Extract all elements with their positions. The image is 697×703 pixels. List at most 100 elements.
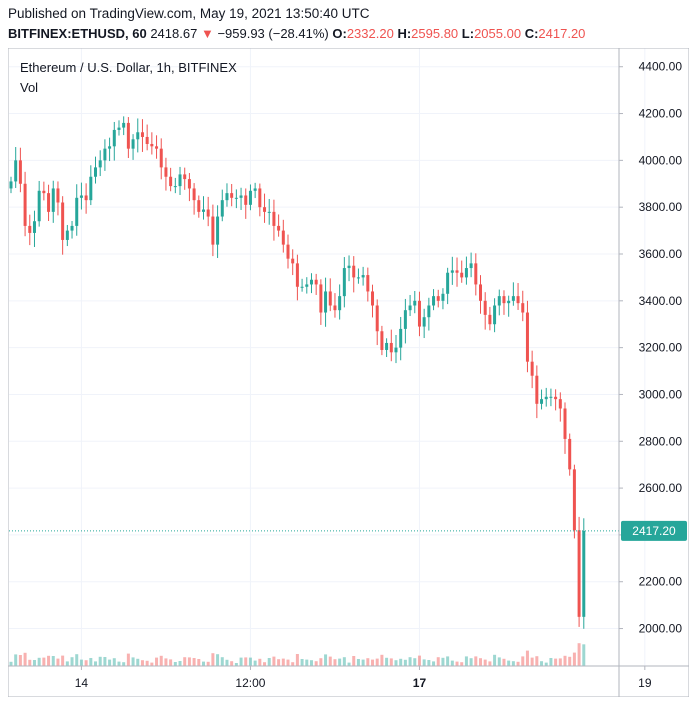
candle-body <box>122 122 126 128</box>
candle-body <box>394 347 398 353</box>
price-axis[interactable]: 4400.00 4200.00 4000.00 3800.00 3600.00 3400.… <box>619 60 682 636</box>
volume-bar <box>375 658 379 666</box>
candle-body <box>145 136 149 144</box>
volume-bar <box>65 661 69 666</box>
price-tick-label: 3800.00 <box>639 200 683 214</box>
volume-bar <box>544 662 548 666</box>
volume-bar <box>164 658 168 666</box>
volume-bar <box>483 659 487 666</box>
candle-body <box>399 328 403 348</box>
candle-body <box>94 167 98 177</box>
volume-bar <box>352 656 356 666</box>
volume-bar <box>371 659 375 666</box>
chart-header: Published on TradingView.com, May 19, 20… <box>0 0 697 48</box>
candle-body <box>155 146 159 149</box>
volume-bar <box>51 656 55 666</box>
price-tag-label: 2417.20 <box>632 524 676 538</box>
volume-bar <box>281 658 285 666</box>
candle-body <box>14 160 18 182</box>
volume-bar <box>474 656 478 666</box>
candle-body <box>314 279 318 285</box>
legend-vol: Vol <box>20 80 38 95</box>
candle-body <box>75 197 79 226</box>
candle-body <box>103 148 107 161</box>
candle-body <box>582 530 586 617</box>
time-axis[interactable]: 14 12:00 17 19 <box>75 666 652 690</box>
close-label: C: <box>524 26 539 41</box>
candle-body <box>544 396 548 400</box>
volume-bar <box>535 656 539 666</box>
candle-body <box>51 188 55 212</box>
volume-bar <box>248 657 252 666</box>
candle-body <box>117 127 121 130</box>
candle-body <box>28 225 32 233</box>
candle-body <box>169 176 173 187</box>
volume-bar <box>356 659 360 666</box>
volume-bar <box>216 654 220 666</box>
candle-body <box>450 270 454 273</box>
volume-bar <box>206 661 210 666</box>
volume-bar <box>23 652 27 666</box>
volume-bar <box>563 655 567 666</box>
volume-bar <box>488 661 492 666</box>
candle-body <box>37 190 41 222</box>
candle-body <box>32 221 36 233</box>
candle-body <box>563 408 567 439</box>
volume-bar <box>178 661 182 666</box>
candlestick-chart[interactable]: 4400.00 4200.00 4000.00 3800.00 3600.00 3400.… <box>7 47 690 698</box>
volume-bar <box>239 657 243 666</box>
candle-body <box>479 284 482 301</box>
published-caption: Published on TradingView.com, May 19, 20… <box>8 6 370 21</box>
price-tick-label: 3200.00 <box>639 341 683 355</box>
volume-bar <box>446 656 450 666</box>
candle-body <box>525 312 529 362</box>
volume-bar <box>436 657 440 666</box>
volume-bar <box>530 657 534 666</box>
open-label: O: <box>332 26 347 41</box>
volume-bar <box>328 656 332 666</box>
volume-bar <box>366 658 370 666</box>
candle-body <box>197 200 201 212</box>
volume-bar <box>305 659 309 666</box>
volume-bar <box>84 660 88 666</box>
volume-bar <box>549 658 553 666</box>
price-tick-label: 3600.00 <box>639 247 683 261</box>
volume-bar <box>286 659 290 666</box>
volume-bar <box>568 656 572 666</box>
volume-bar <box>197 659 201 666</box>
time-tick-label: 19 <box>638 676 652 690</box>
candle-body <box>516 296 520 304</box>
candle-body <box>375 305 379 332</box>
volume-bar <box>183 657 187 666</box>
candle-body <box>413 300 417 306</box>
volume-bar <box>150 662 154 666</box>
volume-bar <box>98 656 102 666</box>
low-value: 2055.00 <box>474 26 522 41</box>
volume-bar <box>507 660 511 666</box>
volume-bar <box>511 661 515 666</box>
candle-body <box>281 230 285 245</box>
candle-body <box>159 148 163 168</box>
candle-body <box>286 244 290 259</box>
candle-body <box>23 183 27 226</box>
candle-body <box>549 396 553 398</box>
candle-body <box>432 296 436 306</box>
volume-bar <box>399 658 403 666</box>
candle-body <box>187 179 191 189</box>
price-tick-label: 4400.00 <box>639 60 683 74</box>
candle-body <box>300 286 304 288</box>
candle-body <box>371 291 375 306</box>
candle-body <box>65 230 69 240</box>
time-tick-label: 14 <box>75 676 89 690</box>
price-tag-bg <box>621 520 687 541</box>
volume-bar <box>460 662 464 666</box>
candle-body <box>225 193 229 201</box>
candle-body <box>422 317 426 327</box>
candle-body <box>47 193 51 212</box>
candle-body <box>244 195 248 205</box>
candle-body <box>291 258 295 264</box>
candle-body <box>352 265 356 278</box>
volume-bar <box>479 658 482 666</box>
volume-bar <box>502 658 506 666</box>
volume-bar <box>47 655 51 666</box>
